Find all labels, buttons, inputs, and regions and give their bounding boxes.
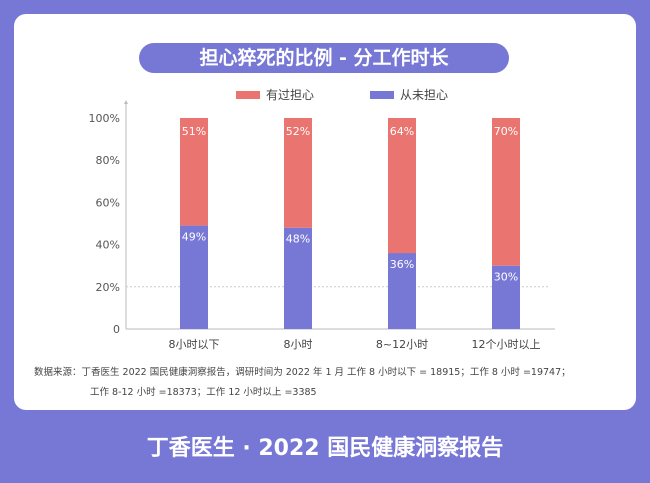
- y-tick-label: 60%: [96, 196, 120, 209]
- chart-title: 担心猝死的比例 - 分工作时长: [139, 43, 509, 73]
- legend-label: 从未担心: [400, 88, 449, 102]
- legend-label: 有过担心: [266, 88, 315, 102]
- footer-title: 丁香医生 · 2022 国民健康洞察报告: [146, 436, 504, 461]
- data-label-never: 36%: [390, 258, 414, 271]
- source-note-line2: 工作 8-12 小时 =18373；工作 12 小时以上 =3385: [90, 387, 317, 398]
- x-tick-label: 12个小时以上: [472, 338, 541, 351]
- data-label-never: 49%: [182, 231, 206, 244]
- y-axis-arrow: [124, 100, 128, 104]
- chart-card: [14, 14, 636, 410]
- data-label-worried: 51%: [182, 125, 206, 138]
- y-tick-label: 40%: [96, 239, 120, 252]
- legend-item-never: 从未担心: [370, 86, 448, 103]
- source-note-line1: 数据来源：丁香医生 2022 国民健康洞察报告，调研时间为 2022 年 1 月…: [34, 367, 571, 378]
- bar-never: [180, 225, 208, 329]
- legend-swatch: [370, 90, 394, 99]
- data-label-never: 30%: [494, 271, 518, 284]
- x-tick-label: 8小时: [284, 338, 313, 351]
- legend-item-worried: 有过担心: [236, 86, 314, 103]
- bar-worried: [180, 118, 208, 226]
- y-tick-label: 80%: [96, 154, 120, 167]
- x-tick-label: 8~12小时: [376, 338, 428, 351]
- x-tick-label: 8小时以下: [169, 338, 220, 351]
- y-tick-label: 100%: [89, 112, 120, 125]
- bar-worried: [284, 118, 312, 228]
- bar-worried: [492, 118, 520, 266]
- legend-swatch: [236, 90, 260, 99]
- bar-never: [388, 253, 416, 329]
- data-label-worried: 64%: [390, 125, 414, 138]
- data-label-never: 48%: [286, 233, 310, 246]
- y-tick-label: 0: [113, 323, 120, 336]
- y-tick-label: 20%: [96, 281, 120, 294]
- bar-worried: [388, 118, 416, 254]
- bar-never: [284, 227, 312, 329]
- data-label-worried: 52%: [286, 125, 310, 138]
- data-label-worried: 70%: [494, 125, 518, 138]
- bar-never: [492, 265, 520, 329]
